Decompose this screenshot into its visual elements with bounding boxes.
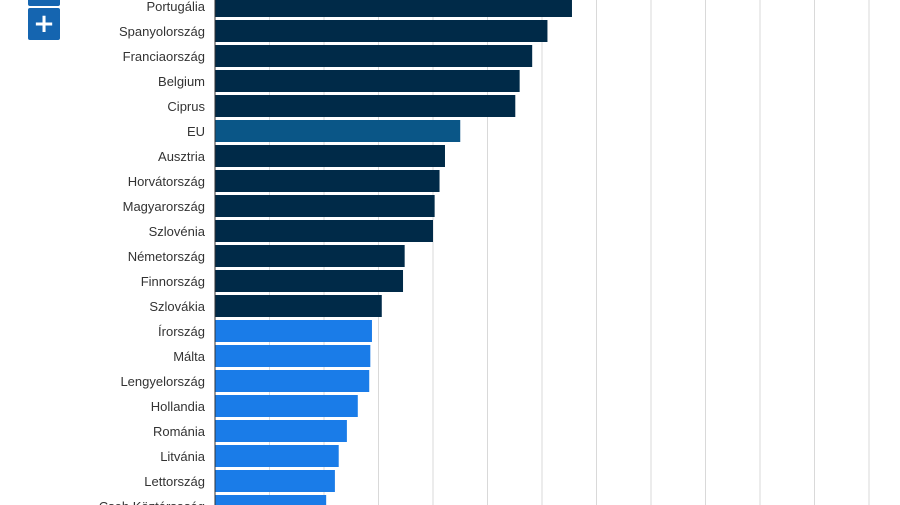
category-label: Szlovénia [149, 224, 206, 239]
category-label: Cseh Köztársaság [99, 499, 205, 505]
bar[interactable] [215, 120, 461, 142]
bar[interactable] [215, 0, 572, 17]
bar[interactable] [215, 445, 339, 467]
category-label: Litvánia [160, 449, 206, 464]
category-label: Portugália [146, 0, 205, 14]
bar[interactable] [215, 195, 435, 217]
bar[interactable] [215, 95, 516, 117]
bar[interactable] [215, 495, 327, 505]
bar[interactable] [215, 420, 347, 442]
category-label: Írország [158, 324, 205, 339]
category-label: Hollandia [151, 399, 206, 414]
category-label: Szlovákia [149, 299, 205, 314]
bar[interactable] [215, 220, 433, 242]
category-label: Magyarország [123, 199, 205, 214]
category-labels: Portugália Spanyolország Franciaország Belg… [99, 0, 206, 505]
bar[interactable] [215, 70, 520, 92]
bar[interactable] [215, 145, 445, 167]
bar[interactable] [215, 345, 371, 367]
category-label: Ausztria [158, 149, 206, 164]
bar[interactable] [215, 170, 440, 192]
zoom-in-button[interactable]: + [28, 8, 60, 40]
bars [215, 0, 572, 505]
category-label: Románia [153, 424, 206, 439]
category-label: Horvátország [128, 174, 205, 189]
category-label: Belgium [158, 74, 205, 89]
bar[interactable] [215, 45, 533, 67]
zoom-out-button[interactable]: − [28, 0, 60, 6]
bar[interactable] [215, 470, 335, 492]
bar[interactable] [215, 20, 548, 42]
category-label: Málta [173, 349, 206, 364]
bar[interactable] [215, 370, 370, 392]
bar[interactable] [215, 320, 372, 342]
category-label: EU [187, 124, 205, 139]
category-label: Lengyelország [120, 374, 205, 389]
category-label: Ciprus [167, 99, 205, 114]
category-label: Németország [128, 249, 205, 264]
bar[interactable] [215, 395, 358, 417]
category-label: Finnország [141, 274, 205, 289]
bar[interactable] [215, 245, 405, 267]
bar[interactable] [215, 270, 404, 292]
category-label: Lettország [144, 474, 205, 489]
category-label: Franciaország [123, 49, 205, 64]
category-label: Spanyolország [119, 24, 205, 39]
bar[interactable] [215, 295, 382, 317]
